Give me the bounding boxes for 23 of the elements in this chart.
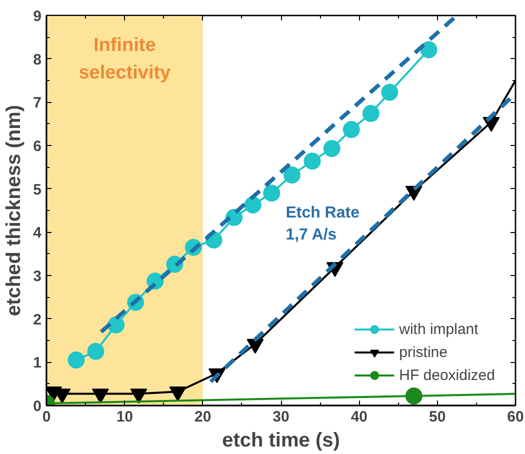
legend-label: with implant <box>399 320 478 338</box>
annotation: Etch Rate 1,7 A/s <box>286 204 360 244</box>
y-tick-label: 2 <box>33 311 42 328</box>
x-tick-label: 10 <box>116 408 134 426</box>
x-tick-label: 30 <box>272 408 290 426</box>
x-tick-label: 60 <box>507 408 524 426</box>
y-tick-label: 4 <box>33 224 42 242</box>
y-tick-label: 3 <box>33 268 42 285</box>
y-tick-label: 8 <box>33 51 42 68</box>
legend-label: pristine <box>399 344 448 360</box>
x-axis-title: etch time (s) <box>222 430 340 452</box>
y-tick-label: 0 <box>33 398 42 415</box>
y-tick-label: 6 <box>33 138 42 155</box>
x-tick-label: 50 <box>428 408 446 426</box>
x-tick-label: 20 <box>194 408 212 426</box>
y-axis-title: etched thickness (nm) <box>3 104 26 316</box>
y-tick-label: 9 <box>33 8 42 25</box>
y-tick-label: 5 <box>33 181 42 198</box>
y-tick-label: 1 <box>33 354 42 372</box>
band-label: Infinite selectivity <box>78 35 172 84</box>
legend-label: HF deoxidized <box>399 366 495 384</box>
x-tick-label: 40 <box>350 408 368 426</box>
y-tick-label: 7 <box>33 94 42 112</box>
